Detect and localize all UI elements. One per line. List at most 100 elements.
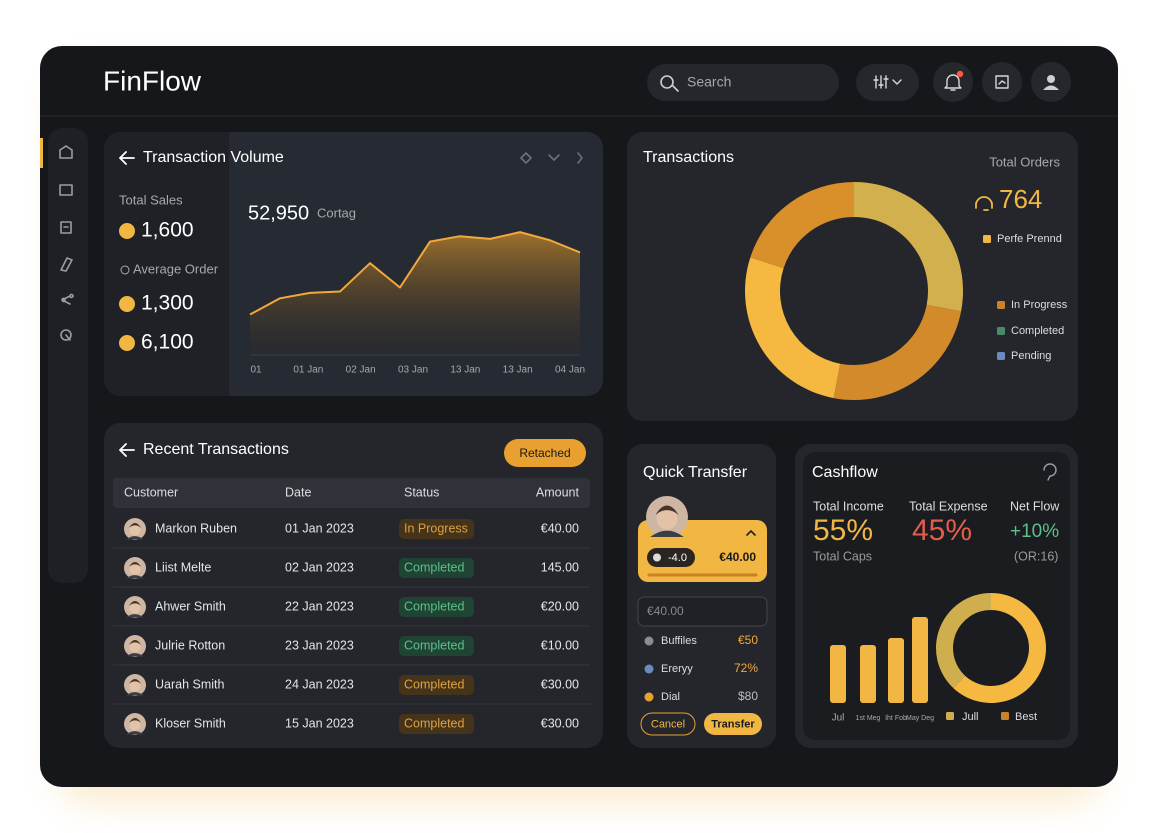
legend-label: Perfe Prennd: [997, 233, 1062, 245]
stat-value: 1,300: [141, 292, 194, 315]
x-tick-label: Jul: [832, 713, 845, 724]
notification-dot: [956, 70, 964, 78]
amount: €20.00: [541, 599, 579, 613]
avatar-face: [129, 680, 141, 692]
x-tick-label: 03 Jan: [398, 365, 428, 376]
profile-head: [1047, 75, 1055, 83]
x-tick-label: 13 Jan: [503, 365, 533, 376]
nav-home: [59, 145, 73, 159]
avatar-hair: [128, 600, 142, 606]
item-icon: [644, 636, 654, 646]
donut-segment: [935, 593, 991, 689]
notifications-button[interactable]: [933, 62, 973, 102]
transfer-badge: [647, 548, 695, 567]
stat-value: 1,600: [141, 219, 194, 242]
status-badge: [399, 558, 474, 578]
avatar-face: [129, 719, 141, 731]
amount-input[interactable]: [637, 596, 768, 627]
headline-value: 52,950: [248, 202, 309, 224]
date: 24 Jan 2023: [285, 677, 354, 691]
card-title: Recent Transactions: [143, 441, 289, 458]
x-tick-label: 04 Jan: [555, 365, 585, 376]
reports-button[interactable]: [982, 62, 1022, 102]
avatar-hair: [128, 717, 142, 723]
filter-icon: [873, 75, 902, 89]
back-arrow: [119, 443, 135, 457]
bar: [888, 638, 904, 703]
transfer-label[interactable]: Transfer: [711, 718, 755, 730]
item-icon: [644, 664, 654, 674]
column-header: Amount: [536, 485, 580, 499]
item-icon: [644, 692, 654, 702]
card-title: Cashflow: [812, 464, 878, 481]
donut-segment: [953, 593, 1046, 703]
avatar-hair: [128, 522, 142, 528]
avatar-face: [129, 524, 141, 536]
transactions-card: [627, 132, 1078, 421]
donut-segment: [750, 182, 854, 269]
card-collapse: [548, 154, 560, 161]
transfer-amount: €40.00: [719, 550, 756, 564]
search-placeholder[interactable]: Search: [687, 74, 731, 90]
item-value: $80: [738, 689, 758, 703]
card-title: Transactions: [643, 149, 734, 166]
bar: [830, 645, 846, 703]
amount: 145.00: [541, 560, 579, 574]
avatar-face: [129, 602, 141, 614]
table-header: [113, 478, 590, 508]
badge-icon: [653, 553, 661, 562]
total-value: 764: [999, 184, 1042, 214]
avatar-hair: [128, 678, 142, 684]
stat-label: Total Sales: [119, 192, 183, 207]
status: Completed: [404, 638, 464, 652]
stat-value: 55%: [813, 514, 873, 547]
stat-label: Total Expense: [909, 499, 988, 513]
expand-icon: [746, 530, 756, 536]
badge-value: -4.0: [668, 552, 687, 564]
avatar-hair: [128, 639, 142, 645]
stat-value: 45%: [912, 514, 972, 547]
total-label: Total Orders: [989, 154, 1060, 169]
cancel-label[interactable]: Cancel: [651, 718, 685, 730]
filter-button[interactable]: [856, 64, 919, 101]
x-tick-label: 1st Meg: [856, 715, 881, 722]
avatar-body: [126, 614, 144, 618]
item-value: €50: [738, 633, 758, 647]
x-tick-label: May Deg: [906, 715, 934, 722]
avatar-face: [129, 641, 141, 653]
date: 01 Jan 2023: [285, 521, 354, 535]
stat-icon: [119, 296, 135, 312]
card-title: Transaction Volume: [143, 149, 284, 166]
x-tick-label: Iht Fob: [885, 715, 907, 722]
sidebar-indicator: [40, 138, 43, 168]
cancel-button[interactable]: [640, 712, 696, 736]
customer-name: Markon Ruben: [155, 521, 237, 535]
stat-label: Total Income: [813, 499, 884, 513]
avatar-hair: [655, 505, 679, 515]
headline-label: Cortag: [317, 205, 356, 220]
transfer-button[interactable]: [704, 713, 762, 735]
date: 15 Jan 2023: [285, 716, 354, 730]
status-badge: [399, 675, 474, 695]
nav-support: [60, 329, 72, 341]
legend-swatch: [997, 352, 1005, 360]
amount: €10.00: [541, 638, 579, 652]
legend-label: Best: [1015, 711, 1037, 723]
stat-icon: [119, 223, 135, 239]
legend-label: Pending: [1011, 350, 1051, 362]
action-button-label[interactable]: Retached: [519, 446, 570, 460]
status: Completed: [404, 560, 464, 574]
reports-icon: [995, 75, 1009, 89]
nav-share: [61, 293, 74, 305]
action-button[interactable]: [504, 439, 586, 467]
bar: [912, 617, 928, 703]
item-name: Buffiles: [661, 635, 697, 647]
avatar-body: [126, 653, 144, 657]
stat-value: +10%: [1010, 521, 1059, 542]
legend-swatch: [946, 712, 954, 720]
search-box[interactable]: [647, 64, 839, 101]
area-line: [249, 231, 581, 316]
amount-input-value[interactable]: €40.00: [647, 604, 684, 618]
stat-label: Average Order: [133, 261, 219, 276]
